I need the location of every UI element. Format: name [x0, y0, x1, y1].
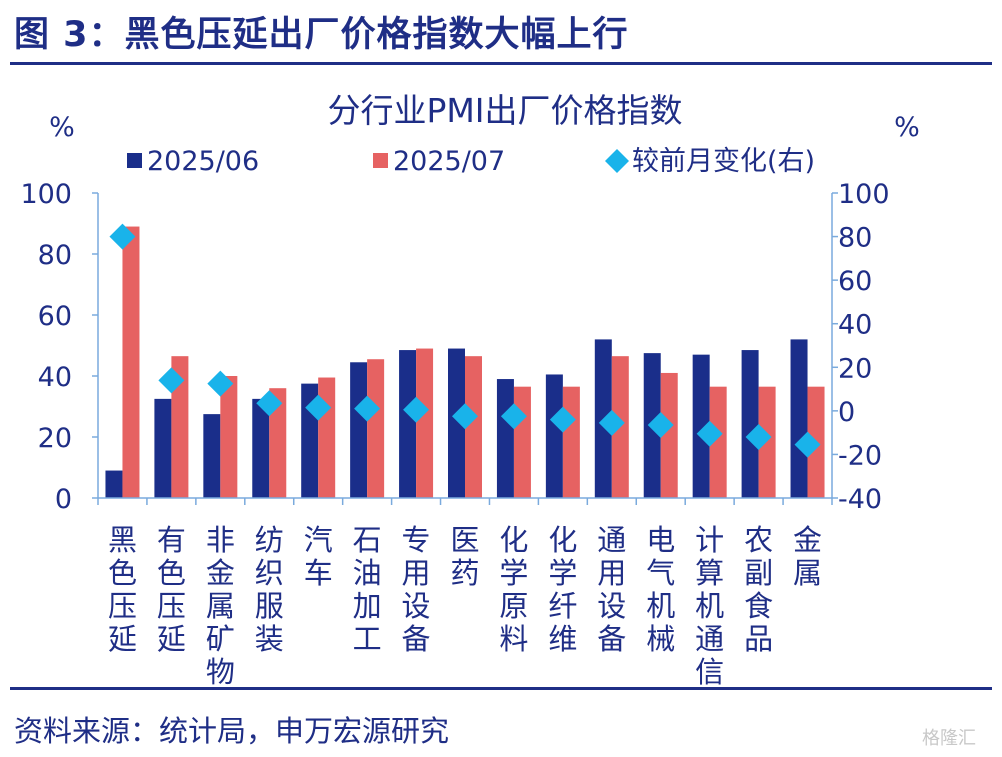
bar-2025-06: [399, 350, 417, 498]
bar-2025-07: [318, 377, 336, 498]
bar-2025-06: [790, 339, 808, 498]
category-label: 计算机通信: [695, 523, 724, 689]
bar-2025-07: [513, 386, 531, 498]
left-tick-label: 20: [38, 423, 72, 454]
change-marker: [403, 396, 430, 423]
right-tick-label: 0: [838, 397, 855, 428]
category-label: 纺织服装: [255, 523, 284, 656]
bar-2025-07: [562, 386, 580, 498]
right-tick-label: 60: [838, 266, 872, 297]
bar-2025-06: [741, 350, 759, 498]
category-label: 黑色压延: [108, 523, 137, 656]
category-label: 农副食品: [744, 523, 773, 656]
right-tick-label: 80: [838, 223, 872, 254]
bar-2025-07: [416, 348, 434, 498]
bar-2025-07: [269, 388, 287, 498]
right-tick-label: 100: [838, 179, 890, 210]
bar-2025-07: [758, 386, 776, 498]
category-label: 石油加工: [353, 523, 382, 656]
change-marker: [207, 370, 234, 397]
legend-swatch-change: [605, 149, 629, 173]
chart-title: 分行业PMI出厂价格指数: [327, 91, 682, 130]
right-tick-label: -20: [838, 440, 882, 471]
category-label: 汽车: [304, 523, 333, 590]
change-marker: [109, 223, 136, 250]
bar-2025-06: [545, 374, 563, 498]
watermark: 格隆汇: [922, 728, 976, 749]
bar-2025-06: [350, 362, 368, 498]
category-label: 非金属矿物: [206, 523, 235, 689]
category-label: 化学原料: [499, 523, 528, 656]
bar-2025-07: [660, 372, 678, 498]
right-tick-label: 20: [838, 353, 872, 384]
bar-2025-06: [448, 348, 465, 498]
bottom-rule: [10, 687, 992, 690]
change-marker: [598, 409, 625, 436]
right-unit-label: %: [894, 112, 920, 143]
right-tick-label: -40: [838, 484, 882, 515]
change-marker: [452, 403, 478, 430]
bar-2025-07: [220, 376, 238, 498]
bar-2025-07: [367, 359, 385, 498]
change-marker: [745, 424, 772, 450]
legend-swatch-2025-06: [127, 153, 142, 168]
change-marker: [647, 412, 674, 439]
legend-label-2025-07: 2025/07: [393, 146, 505, 177]
change-marker: [305, 394, 332, 421]
figure-title: 图 3：黑色压延出厂价格指数大幅上行: [14, 15, 629, 55]
bar-2025-06: [154, 398, 172, 498]
category-label: 电气机械: [646, 523, 675, 656]
category-label: 有色压延: [157, 523, 186, 656]
change-marker: [549, 406, 576, 433]
bar-2025-07: [171, 356, 189, 498]
bar-2025-07: [122, 226, 140, 499]
left-tick-label: 0: [55, 484, 72, 515]
category-label: 通用设备: [597, 523, 626, 656]
left-tick-label: 60: [38, 301, 72, 332]
left-tick-label: 80: [38, 240, 72, 271]
legend-swatch-2025-07: [373, 153, 388, 168]
bar-2025-06: [105, 470, 123, 498]
bar-2025-06: [692, 354, 710, 498]
category-label: 专用设备: [402, 523, 431, 656]
change-marker: [256, 390, 283, 417]
change-marker: [354, 395, 381, 422]
bar-2025-07: [465, 356, 482, 498]
change-marker: [696, 420, 723, 447]
right-tick-label: 40: [838, 310, 872, 341]
bar-2025-06: [496, 379, 514, 498]
left-unit-label: %: [49, 112, 75, 143]
category-label: 化学纤维: [548, 523, 577, 656]
left-tick-label: 100: [20, 179, 72, 210]
top-rule: [10, 62, 992, 65]
bar-2025-06: [252, 398, 270, 498]
change-marker: [158, 367, 185, 394]
source-note: 资料来源：统计局，申万宏源研究: [14, 714, 450, 748]
left-tick-label: 40: [38, 362, 72, 393]
bar-2025-07: [709, 386, 727, 498]
bar-2025-06: [203, 414, 221, 498]
category-label: 金属: [793, 523, 822, 590]
chart: 0 20 40 60 80 100 -40 -20 0 20 40 60 80 100 黑色压延有色压延非金…: [20, 91, 920, 689]
legend-label-2025-06: 2025/06: [147, 146, 259, 177]
legend-label-change: 较前月变化(右): [632, 146, 815, 177]
category-label: 医药: [450, 523, 479, 590]
change-marker: [794, 431, 821, 458]
change-marker: [500, 403, 527, 430]
